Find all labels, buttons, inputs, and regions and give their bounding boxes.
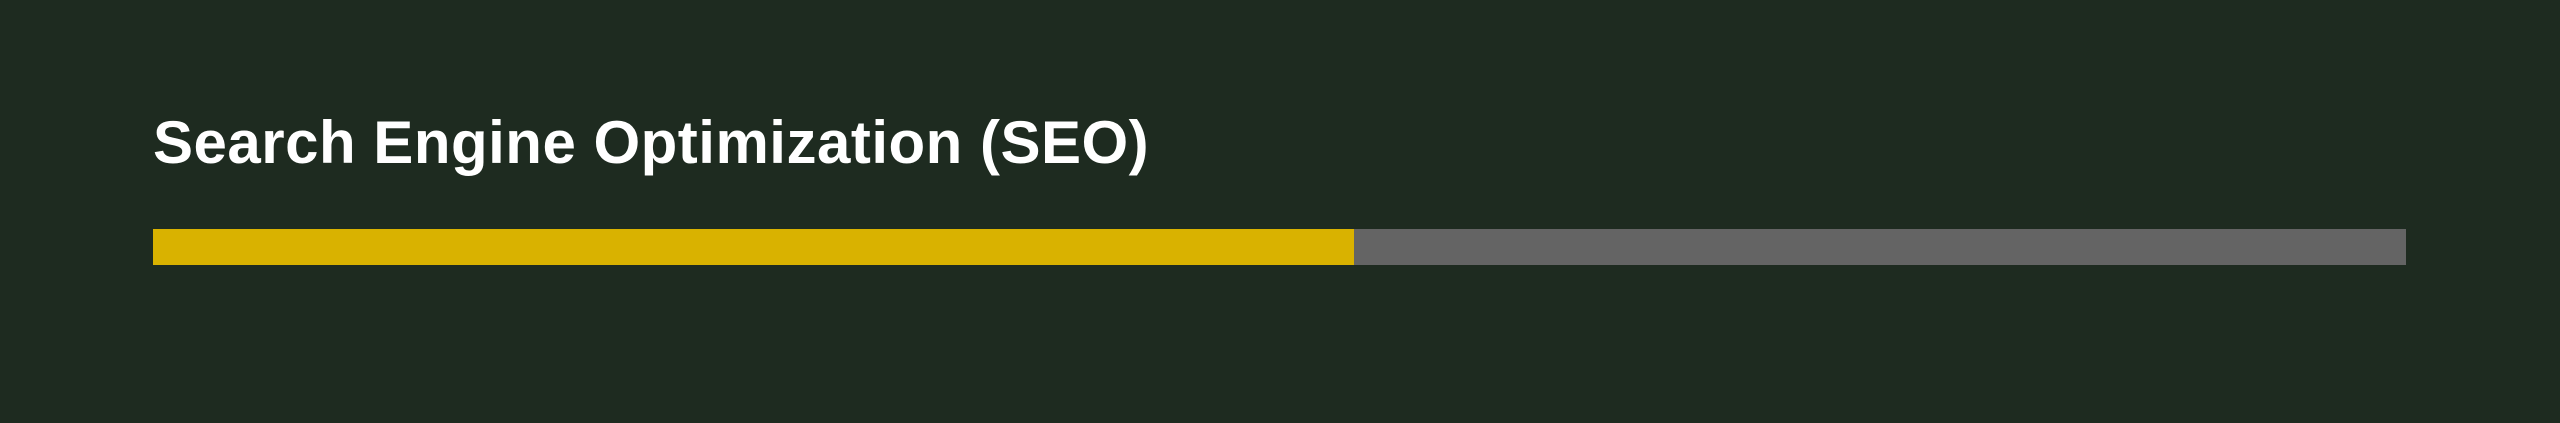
skill-progress-block: Search Engine Optimization (SEO) xyxy=(153,108,2406,265)
skill-title: Search Engine Optimization (SEO) xyxy=(153,109,1150,176)
progress-bar-fill xyxy=(153,229,1354,265)
progress-bar-track xyxy=(153,229,2406,265)
